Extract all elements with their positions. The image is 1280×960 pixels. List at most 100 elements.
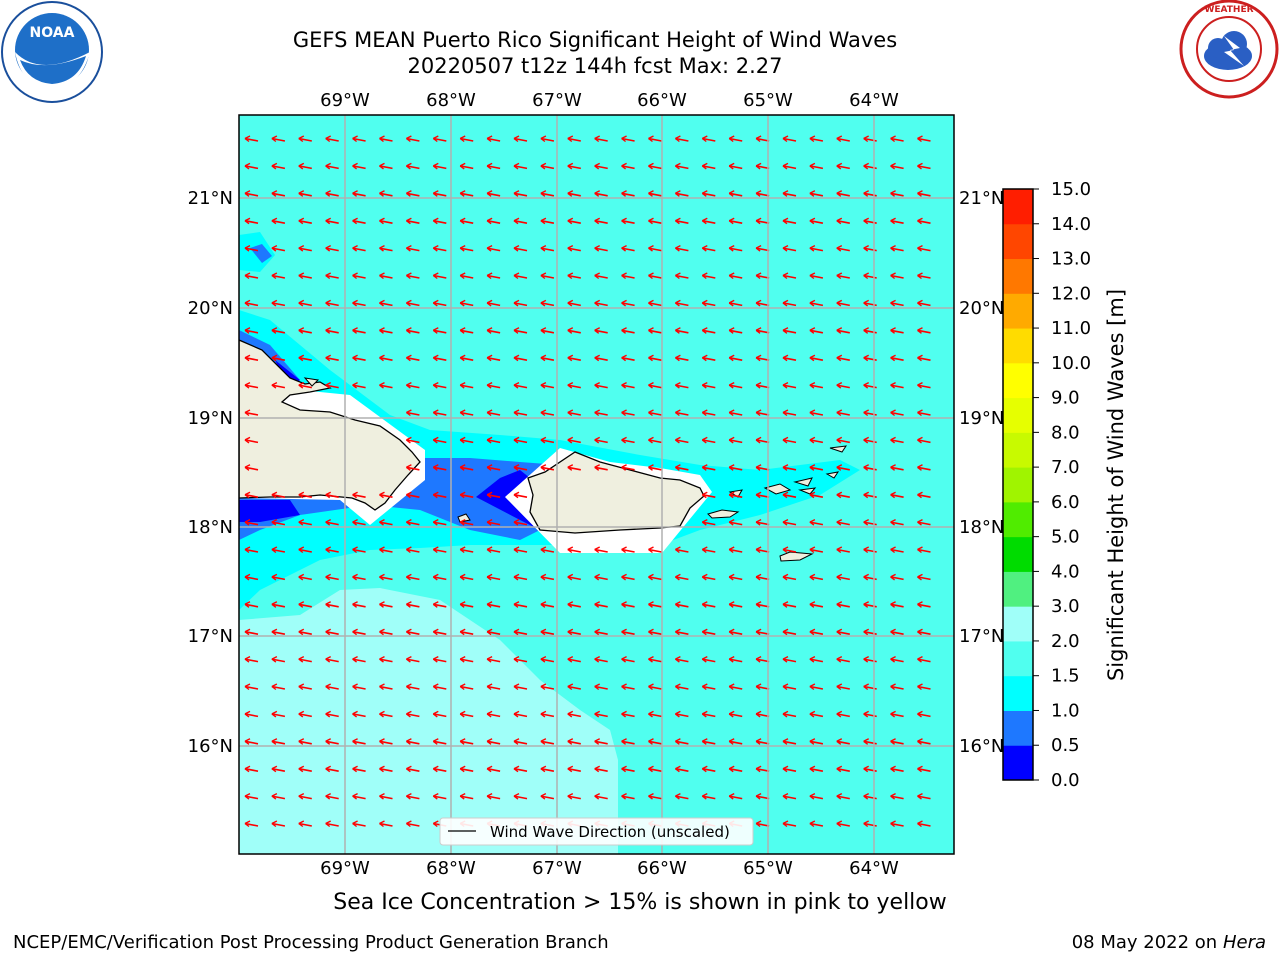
wind-wave-arrow [513, 439, 528, 444]
wind-wave-arrow [675, 795, 689, 800]
wind-wave-arrow [513, 603, 528, 608]
wind-wave-arrowhead [298, 217, 305, 225]
wind-wave-arrow [890, 740, 904, 745]
wind-wave-arrow [755, 274, 770, 279]
wind-wave-arrowhead [379, 162, 385, 170]
wind-wave-arrow [567, 658, 581, 663]
wind-wave-arrowhead [432, 299, 439, 307]
wind-wave-arrow [729, 685, 743, 690]
wind-wave-arrowhead [755, 792, 762, 800]
wind-wave-arrowhead [486, 381, 493, 389]
wind-wave-arrowhead [352, 765, 358, 773]
lat-label-right: 18°N [959, 517, 1004, 538]
wind-wave-arrow [460, 192, 474, 197]
colorbar-tick-label: 8.0 [1051, 422, 1080, 443]
wind-wave-arrowhead [755, 436, 762, 444]
wind-wave-arrow [352, 302, 366, 307]
wind-wave-arrowhead [379, 738, 385, 745]
wind-wave-arrow [648, 411, 662, 416]
wind-wave-arrowhead [325, 162, 332, 170]
wind-wave-arrow [702, 795, 716, 800]
wind-wave-arrow [755, 576, 770, 581]
colorbar-tick-label: 5.0 [1051, 527, 1080, 548]
wind-wave-arrowhead [271, 683, 278, 691]
wind-wave-arrow [540, 137, 555, 142]
wind-wave-arrowhead [567, 272, 574, 280]
wind-wave-arrow [486, 247, 501, 252]
wind-wave-arrow [567, 165, 581, 170]
wind-wave-arrow [486, 521, 501, 526]
wind-wave-arrowhead [405, 655, 412, 663]
wind-wave-arrow [433, 493, 447, 498]
wind-wave-arrowhead [432, 381, 439, 389]
wind-wave-arrow [271, 685, 286, 690]
wind-wave-arrowhead [459, 354, 466, 362]
wind-wave-arrow [890, 548, 904, 553]
wind-wave-arrowhead [728, 436, 735, 444]
wind-wave-arrow [433, 439, 447, 444]
wind-wave-arrowhead [728, 381, 735, 389]
wind-wave-arrow [567, 439, 581, 444]
wind-wave-arrow [379, 384, 393, 389]
wind-wave-arrow [890, 493, 904, 498]
wind-wave-arrow [325, 521, 339, 526]
wind-wave-arrowhead [405, 792, 412, 800]
wind-wave-arrowhead [890, 765, 896, 773]
wind-wave-arrow [621, 384, 635, 389]
wind-wave-arrow [406, 548, 420, 553]
wind-wave-arrow [675, 658, 689, 663]
wind-wave-arrow [782, 192, 797, 197]
wind-wave-arrowhead [298, 190, 305, 197]
wind-wave-arrowhead [271, 820, 278, 828]
wind-wave-arrow [406, 713, 420, 718]
wind-wave-arrowhead [298, 381, 305, 389]
wind-wave-arrowhead [352, 601, 358, 608]
wind-wave-arrowhead [648, 792, 654, 800]
wind-wave-arrowhead [674, 244, 681, 252]
wind-wave-arrow [352, 384, 366, 389]
wind-wave-arrow [352, 219, 366, 224]
wind-wave-arrow [729, 411, 743, 416]
colorbar-segment [1003, 328, 1033, 364]
wind-wave-arrow [433, 247, 447, 252]
wind-wave-arrowhead [755, 683, 762, 691]
lon-label-bottom: 68°W [426, 858, 476, 879]
wind-wave-arrowhead [513, 327, 520, 334]
wind-wave-arrowhead [244, 272, 251, 280]
wind-wave-arrow [675, 603, 689, 608]
wind-wave-arrowhead [621, 573, 627, 581]
wind-wave-arrow [755, 192, 770, 197]
wind-wave-arrowhead [486, 573, 493, 581]
wind-wave-arrowhead [836, 354, 843, 362]
wind-wave-arrow [460, 411, 474, 416]
wind-wave-arrowhead [271, 217, 278, 225]
lon-label-top: 67°W [532, 90, 582, 111]
wind-wave-arrow [917, 658, 931, 663]
wind-wave-arrowhead [271, 381, 278, 389]
wind-wave-arrowhead [405, 162, 412, 170]
wind-wave-arrow [621, 274, 635, 279]
wind-wave-arrow [836, 356, 850, 361]
wind-wave-arrow [729, 767, 743, 772]
wind-wave-arrow [325, 603, 339, 608]
wind-wave-arrow [675, 302, 689, 307]
wind-wave-arrowhead [486, 436, 493, 444]
wind-wave-arrow [567, 795, 581, 800]
wind-wave-arrowhead [648, 464, 654, 471]
wind-wave-arrowhead [836, 217, 843, 225]
wind-wave-arrowhead [244, 491, 251, 499]
wind-wave-arrow [540, 603, 555, 608]
wind-wave-arrow [702, 767, 716, 772]
wind-wave-arrowhead [432, 409, 439, 417]
wind-wave-arrowhead [513, 244, 520, 252]
wind-wave-legend: Wind Wave Direction (unscaled) [439, 817, 754, 846]
wind-wave-arrowhead [432, 628, 439, 636]
wind-wave-arrow [486, 795, 501, 800]
wind-wave-arrow [513, 329, 528, 334]
wind-wave-arrowhead [325, 327, 332, 334]
wind-wave-arrow [460, 384, 474, 389]
colorbar-segment [1003, 501, 1033, 538]
wind-wave-arrowhead [567, 162, 574, 170]
wind-wave-arrow [460, 493, 474, 498]
wind-wave-arrowhead [432, 217, 439, 225]
